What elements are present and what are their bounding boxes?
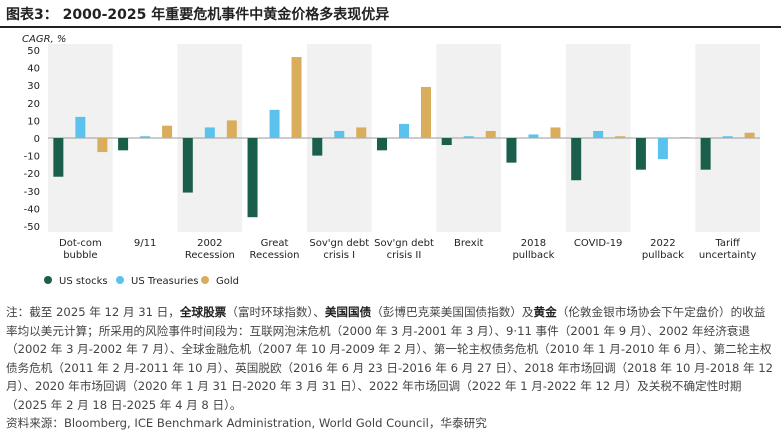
source-note: 资料来源：Bloomberg, ICE Benchmark Administra… bbox=[6, 416, 487, 430]
y-tick-label: 10 bbox=[27, 116, 40, 127]
bar bbox=[463, 136, 474, 138]
x-tick-label: Brexit bbox=[454, 238, 483, 249]
bar bbox=[312, 138, 323, 156]
legend-label: US Treasuries bbox=[131, 276, 198, 287]
bar bbox=[657, 138, 668, 160]
x-tick-label: crisis II bbox=[387, 250, 422, 261]
bar bbox=[485, 130, 496, 138]
x-tick-label: COVID-19 bbox=[574, 238, 623, 249]
y-tick-label: -40 bbox=[24, 204, 40, 215]
note-text-3: （伦敦金银市场协会下午定盘价）的收益率均以美元计算；所采用的风险事件时间段为：互… bbox=[6, 305, 774, 412]
bar bbox=[700, 138, 711, 170]
x-tick-label: Tariff bbox=[714, 238, 740, 249]
y-tick-label: -30 bbox=[24, 187, 40, 198]
legend-marker bbox=[201, 276, 209, 284]
bar bbox=[377, 138, 387, 151]
x-tick-label: crisis I bbox=[323, 250, 355, 261]
y-tick-label: 20 bbox=[27, 99, 40, 110]
x-tick-label: uncertainty bbox=[699, 250, 757, 261]
bar bbox=[421, 86, 431, 138]
y-axis-label: CAGR, % bbox=[22, 34, 66, 45]
bar bbox=[593, 130, 604, 138]
title-bar: 图表3： 2000-2025 年重要危机事件中黄金价格多表现优异 bbox=[0, 0, 781, 28]
bar bbox=[635, 138, 646, 170]
x-tick-label: 2018 bbox=[521, 238, 546, 249]
bar bbox=[528, 134, 539, 138]
note-stocks: 全球股票 bbox=[179, 305, 227, 319]
bar-chart: 50 40 30 20 10 0 -10 -20 -30 -40 -50 CAGR, % Dot-com… bbox=[22, 34, 760, 287]
bar bbox=[53, 138, 64, 177]
bar bbox=[226, 120, 237, 138]
x-tick-label: 9/11 bbox=[134, 238, 156, 249]
legend-label: Gold bbox=[216, 276, 239, 287]
bar bbox=[550, 127, 561, 138]
bar bbox=[356, 127, 367, 138]
note-text-2: （彭博巴克莱美国国债指数）及 bbox=[371, 305, 534, 319]
x-tick-label: Dot-com bbox=[59, 238, 102, 249]
x-tick-label: Sov'gn debt bbox=[374, 238, 434, 249]
x-tick-label: bubble bbox=[63, 250, 97, 261]
bar bbox=[441, 138, 452, 146]
x-tick-label: Recession bbox=[250, 250, 300, 261]
bar bbox=[247, 138, 258, 218]
bar bbox=[399, 123, 409, 138]
x-tick-label: 2002 bbox=[197, 238, 222, 249]
x-tick-label: Great bbox=[261, 238, 289, 249]
x-tick-label: pullback bbox=[512, 250, 554, 261]
bar bbox=[140, 136, 151, 138]
y-tick-label: -10 bbox=[24, 152, 40, 163]
bar bbox=[75, 116, 86, 138]
bar bbox=[118, 138, 129, 151]
legend-marker bbox=[116, 276, 124, 284]
bar bbox=[506, 138, 517, 163]
y-tick-label: -50 bbox=[24, 222, 40, 233]
bar bbox=[291, 57, 302, 138]
x-tick-label: pullback bbox=[642, 250, 684, 261]
bar bbox=[269, 109, 280, 138]
bar bbox=[334, 130, 345, 138]
note-gold: 黄金 bbox=[533, 305, 557, 319]
legend-marker bbox=[44, 276, 52, 284]
bar bbox=[679, 137, 690, 139]
bar bbox=[182, 138, 193, 193]
bar bbox=[722, 136, 733, 138]
legend-label: US stocks bbox=[59, 276, 108, 287]
y-tick-label: 40 bbox=[27, 64, 40, 75]
chart-title: 图表3： 2000-2025 年重要危机事件中黄金价格多表现优异 bbox=[6, 7, 390, 23]
x-tick-label: 2022 bbox=[650, 238, 675, 249]
bar bbox=[744, 132, 755, 138]
bar bbox=[97, 138, 108, 153]
y-tick-label: 30 bbox=[27, 81, 40, 92]
y-tick-label: -20 bbox=[24, 169, 40, 180]
note-text-1: （富时环球指数）、 bbox=[226, 305, 325, 319]
bar bbox=[615, 136, 626, 138]
bar bbox=[571, 138, 582, 181]
footnote: 注：截至 2025 年 12 月 31 日，全球股票（富时环球指数）、美国国债（… bbox=[6, 303, 776, 415]
bar bbox=[204, 127, 215, 138]
x-tick-label: Recession bbox=[185, 250, 235, 261]
y-tick-label: 50 bbox=[27, 46, 40, 57]
x-tick-label: Sov'gn debt bbox=[309, 238, 369, 249]
y-tick-label: 0 bbox=[34, 134, 40, 145]
bar bbox=[162, 125, 173, 138]
note-prefix: 注：截至 2025 年 12 月 31 日， bbox=[6, 305, 180, 319]
note-bonds: 美国国债 bbox=[324, 305, 372, 319]
